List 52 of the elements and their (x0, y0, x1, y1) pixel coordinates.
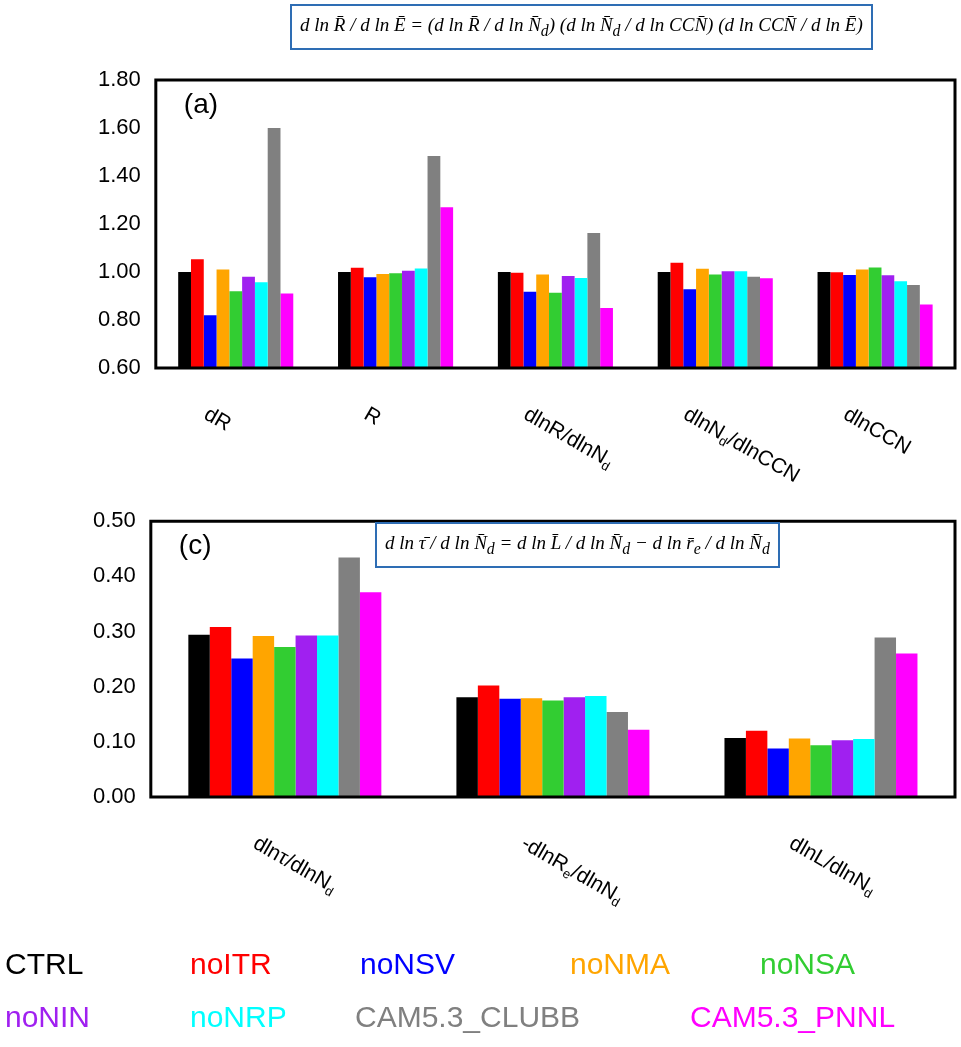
bar (585, 696, 607, 797)
bar (252, 635, 275, 797)
bar (627, 729, 650, 797)
y-tick-label: 1.60 (97, 114, 141, 140)
bar (499, 698, 521, 797)
y-tick-label: 0.60 (97, 354, 141, 380)
text: noNSA (760, 947, 856, 981)
bar (209, 627, 232, 797)
y-tick-label: 0.50 (92, 507, 136, 533)
bar (563, 697, 586, 797)
text: CAM5.3_CLUBB (355, 1000, 581, 1034)
y-tick-label: 0.80 (97, 306, 141, 332)
bar (295, 635, 318, 797)
bar (606, 712, 628, 797)
y-tick-label: 1.80 (97, 66, 141, 92)
bar (477, 685, 500, 797)
text: CTRL (5, 947, 84, 981)
y-tick-label: 1.20 (97, 210, 141, 236)
y-tick-label: 0.20 (92, 672, 136, 698)
bar (317, 635, 339, 797)
x-tick-label: dR (200, 401, 236, 435)
y-tick-label: 0.10 (92, 727, 136, 753)
text: noNIN (5, 1000, 91, 1034)
bar (810, 745, 832, 797)
text: noNSV (360, 947, 456, 981)
annotation: (c) (178, 529, 212, 562)
bar (831, 740, 854, 797)
text: noITR (190, 947, 272, 981)
text: noNRP (190, 1000, 287, 1034)
bar (231, 658, 253, 797)
x-tick-label: R (360, 401, 386, 430)
y-tick-label: 1.40 (97, 162, 141, 188)
y-tick-label: 0.30 (92, 617, 136, 643)
bar (542, 700, 564, 797)
bar (896, 653, 918, 797)
y-tick-label: 0.00 (92, 783, 136, 809)
annotation: (a) (183, 88, 219, 120)
bar (520, 698, 543, 797)
bar (874, 637, 897, 797)
text: CAM5.3_PNNL (690, 1000, 896, 1034)
text: d ln R̄ / d ln Ē = (d ln R̄ / d ln N̄$_{d}$) (d ln N̄$_{d}$ / d ln CCN̄) (d ln CCN̄ / d ln Ē) (290, 4, 873, 50)
bar (853, 739, 875, 797)
text: noNMA (570, 947, 671, 981)
bar (359, 592, 382, 797)
bar (788, 738, 811, 797)
y-tick-label: 0.40 (92, 562, 136, 588)
annotation: d ln τ̄ / d ln N̄$_{d}$ = d ln L̄ / d ln N̄$_{d}$ − d ln r̄$_{e}$ / d ln N̄$_{d}$ (375, 522, 780, 568)
bar (767, 748, 789, 797)
bar (338, 557, 360, 797)
bar (745, 730, 768, 797)
bar (274, 646, 296, 797)
y-tick-label: 1.00 (97, 258, 141, 284)
